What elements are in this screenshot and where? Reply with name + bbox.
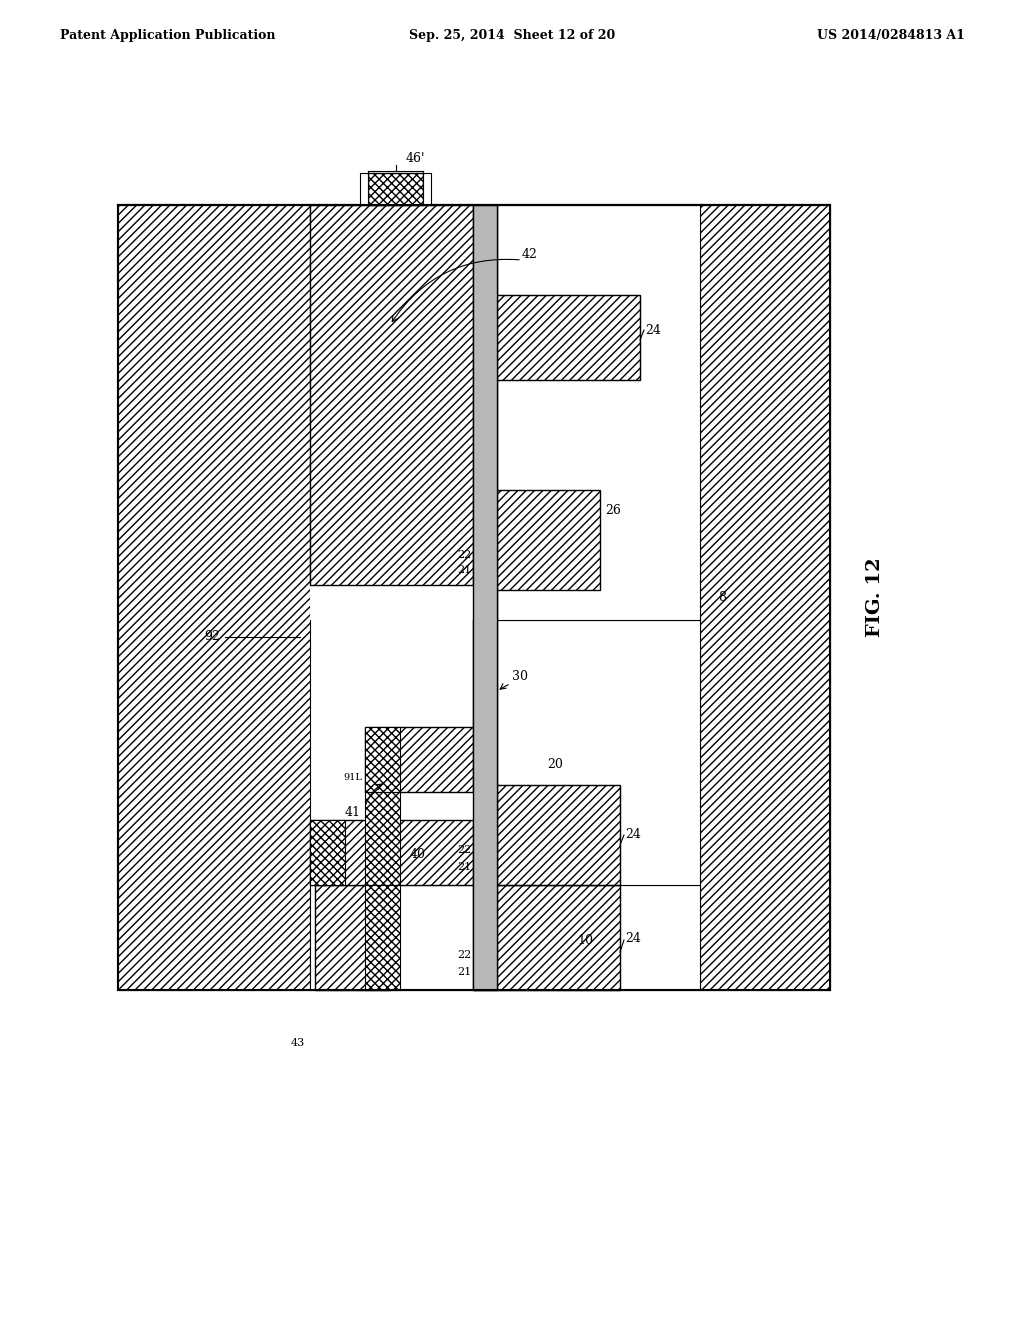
Text: 42: 42 [522,248,538,261]
Text: 92: 92 [204,630,220,643]
Bar [497,490,600,590]
Bar [486,490,492,590]
Text: 24: 24 [645,323,660,337]
Text: 22: 22 [457,845,471,855]
Bar [497,785,620,884]
Text: 40: 40 [410,849,426,862]
Bar [310,205,473,585]
Bar [118,205,830,990]
Text: 22: 22 [457,550,471,560]
Text: 43: 43 [291,1039,305,1048]
Text: 21: 21 [457,565,471,576]
Bar [347,789,473,820]
Bar [492,785,497,884]
Bar [365,727,400,792]
Text: 24: 24 [625,829,641,842]
Bar [473,205,497,990]
Text: 20: 20 [547,759,563,771]
Text: Patent Application Publication: Patent Application Publication [60,29,275,41]
Text: FIG. 12: FIG. 12 [866,557,884,638]
Bar [497,884,620,990]
Bar [118,205,830,990]
Text: 91L: 91L [343,774,362,781]
Text: 21: 21 [457,968,471,977]
Text: 30: 30 [512,669,528,682]
Text: 22: 22 [457,950,471,960]
Text: 41: 41 [345,805,361,818]
Text: Sep. 25, 2014  Sheet 12 of 20: Sep. 25, 2014 Sheet 12 of 20 [409,29,615,41]
Bar [365,884,400,990]
Bar [368,173,423,205]
Bar [497,620,700,884]
Text: 8: 8 [718,591,726,605]
Bar [486,785,492,884]
Text: 46': 46' [406,152,425,165]
Bar [497,294,640,380]
Bar [473,205,497,990]
Text: 10: 10 [577,933,593,946]
Text: 26: 26 [605,503,621,516]
Bar [118,205,310,990]
Bar [315,884,390,990]
Bar [365,727,473,792]
Bar [423,173,431,205]
Bar [700,205,830,990]
Bar [497,294,640,380]
Bar [497,205,700,620]
Text: US 2014/0284813 A1: US 2014/0284813 A1 [817,29,965,41]
Bar [365,792,400,884]
Text: 21: 21 [457,862,471,873]
Bar [310,585,473,620]
Bar [310,884,700,990]
Bar [497,785,620,884]
Bar [492,490,497,590]
Bar [497,884,620,990]
Text: 24: 24 [625,932,641,945]
Bar [310,820,345,884]
Bar [360,173,368,205]
Bar [310,820,473,884]
